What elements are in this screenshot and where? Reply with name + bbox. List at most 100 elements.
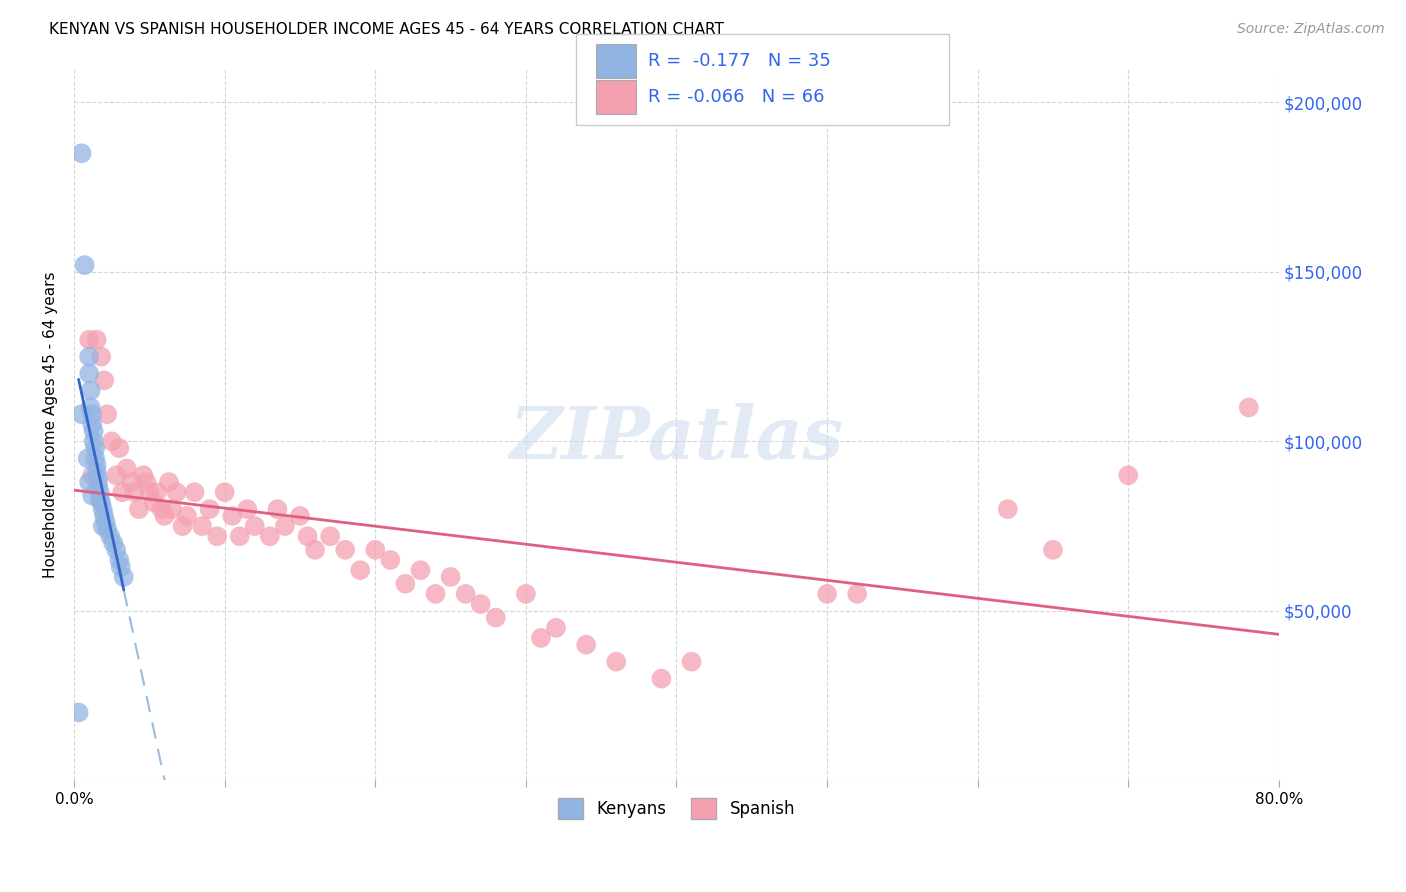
Point (454, 587, 477, 601)
Point (84, 441, 107, 455)
Point (146, 485, 169, 500)
Point (425, 587, 447, 601)
Text: KENYAN VS SPANISH HOUSEHOLDER INCOME AGES 45 - 64 YEARS CORRELATION CHART: KENYAN VS SPANISH HOUSEHOLDER INCOME AGE… (49, 22, 724, 37)
Point (364, 542, 387, 557)
Point (87, 478, 110, 492)
Point (288, 508, 311, 523)
Point (172, 519, 194, 533)
Point (87, 472, 110, 486)
Point (93, 373, 115, 387)
Point (349, 563, 371, 577)
Point (138, 485, 160, 500)
Point (160, 502, 183, 516)
Point (243, 519, 266, 533)
Point (128, 502, 150, 516)
Point (266, 502, 288, 516)
Point (93, 508, 115, 523)
Point (110, 559, 132, 574)
Text: R =  -0.177   N = 35: R = -0.177 N = 35 (648, 53, 831, 70)
Point (214, 485, 236, 500)
Point (83, 434, 105, 449)
Legend: Kenyans, Spanish: Kenyans, Spanish (551, 792, 801, 825)
Point (1116, 468, 1139, 483)
Point (82, 489, 104, 503)
Point (108, 553, 131, 567)
Point (166, 485, 188, 500)
Point (100, 434, 122, 449)
Point (86, 465, 108, 479)
Point (82, 417, 104, 432)
Point (96, 523, 118, 537)
Text: R = -0.066   N = 66: R = -0.066 N = 66 (648, 88, 825, 106)
Point (77, 333, 100, 347)
Point (108, 441, 131, 455)
Point (470, 597, 492, 611)
Point (304, 542, 326, 557)
Text: Source: ZipAtlas.com: Source: ZipAtlas.com (1237, 22, 1385, 37)
Point (274, 519, 297, 533)
Point (439, 570, 461, 584)
Point (96, 407, 118, 421)
Point (115, 461, 138, 475)
Point (132, 468, 155, 483)
Point (135, 475, 157, 489)
Point (198, 502, 221, 516)
Point (605, 655, 627, 669)
Point (84, 451, 107, 466)
Point (94, 516, 117, 530)
Point (86, 333, 108, 347)
Point (120, 475, 142, 489)
Point (333, 542, 356, 557)
Point (846, 587, 869, 601)
Point (82, 468, 104, 483)
Point (105, 542, 128, 557)
Point (67, 706, 90, 720)
Point (229, 529, 252, 543)
Point (124, 485, 146, 500)
Point (153, 508, 176, 523)
Point (90, 350, 112, 364)
Point (73, 258, 96, 272)
Point (236, 502, 259, 516)
Point (515, 587, 537, 601)
Point (111, 485, 134, 500)
Point (70, 407, 93, 421)
Point (681, 655, 703, 669)
Point (1237, 401, 1260, 415)
Point (394, 576, 416, 591)
Point (79, 384, 101, 398)
Point (89, 491, 111, 506)
Text: ZIPatlas: ZIPatlas (509, 403, 844, 475)
Point (83, 424, 105, 438)
Point (79, 401, 101, 415)
Point (76, 451, 98, 466)
Point (82, 407, 104, 421)
Point (77, 367, 100, 381)
Point (1042, 542, 1064, 557)
Point (142, 495, 165, 509)
Point (544, 621, 567, 635)
Point (105, 468, 128, 483)
Point (91, 519, 114, 533)
Point (997, 502, 1019, 516)
Point (91, 502, 114, 516)
Point (650, 672, 672, 686)
Point (409, 563, 432, 577)
Point (319, 529, 342, 543)
Point (575, 638, 598, 652)
Point (86, 458, 108, 472)
Point (297, 529, 319, 543)
Point (150, 502, 173, 516)
Point (815, 587, 838, 601)
Point (530, 631, 553, 645)
Point (157, 475, 180, 489)
Point (103, 536, 125, 550)
Point (183, 485, 205, 500)
Point (205, 529, 228, 543)
Y-axis label: Householder Income Ages 45 - 64 years: Householder Income Ages 45 - 64 years (44, 271, 58, 578)
Point (89, 485, 111, 500)
Point (70, 146, 93, 161)
Point (90, 495, 112, 509)
Point (221, 508, 243, 523)
Point (191, 519, 214, 533)
